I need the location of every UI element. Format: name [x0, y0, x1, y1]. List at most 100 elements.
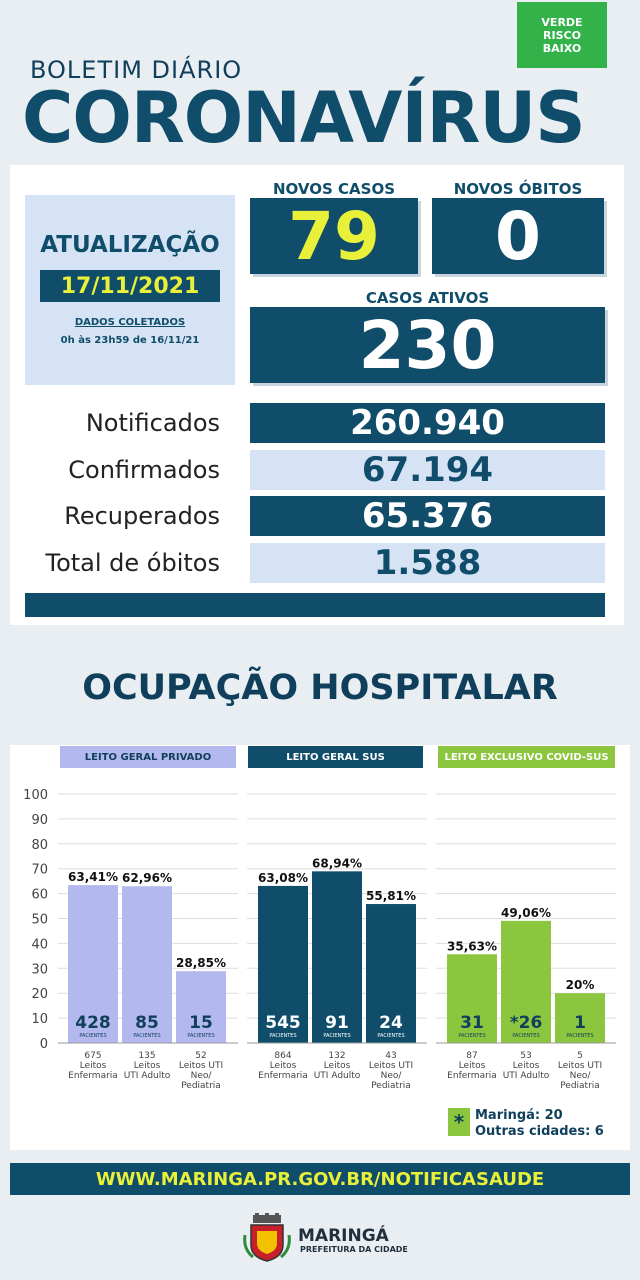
bar-patient-label: PACIENTES	[79, 1033, 106, 1039]
category-label: Pediatria	[371, 1081, 411, 1091]
y-tick-label: 30	[31, 962, 48, 977]
asterisk-icon: *	[448, 1108, 470, 1136]
y-tick-label: 10	[31, 1012, 48, 1027]
category-label: Leitos	[270, 1061, 297, 1071]
y-tick-label: 50	[31, 913, 48, 928]
category-label: Leitos	[459, 1061, 486, 1071]
legend-maringa: Maringá: 20	[475, 1108, 563, 1123]
bar-patient-count: *26	[510, 1013, 543, 1033]
bar-value-label: 49,06%	[501, 906, 551, 920]
category-label: Enfermaria	[68, 1071, 118, 1081]
bar-patient-label: PACIENTES	[512, 1033, 539, 1039]
category-label: Leitos	[134, 1061, 161, 1071]
city-coat-of-arms-logo	[243, 1213, 291, 1262]
y-tick-label: 60	[31, 888, 48, 903]
category-label: Neo/	[381, 1071, 403, 1081]
y-tick-label: 90	[31, 813, 48, 828]
category-label: UTI Adulto	[314, 1071, 361, 1081]
new-cases-value: 79	[250, 198, 418, 275]
bar-patient-count: 15	[189, 1013, 213, 1033]
category-label: 52	[195, 1051, 206, 1061]
bar-patient-label: PACIENTES	[566, 1033, 593, 1039]
panel-footer-bar	[25, 593, 605, 617]
category-label: 5	[577, 1051, 583, 1061]
new-deaths-label: NOVOS ÓBITOS	[453, 180, 583, 198]
category-label: 43	[385, 1051, 396, 1061]
bar	[366, 904, 416, 1043]
category-label: Leitos	[513, 1061, 540, 1071]
bar-value-label: 28,85%	[176, 956, 226, 970]
category-label: UTI Adulto	[124, 1071, 171, 1081]
total-deaths-label: Total de óbitos	[45, 549, 221, 577]
category-label: Leitos UTI	[369, 1061, 413, 1071]
category-label: 135	[138, 1051, 155, 1061]
category-label: Enfermaria	[447, 1071, 497, 1081]
bar-patient-label: PACIENTES	[323, 1033, 350, 1039]
category-label: Enfermaria	[258, 1071, 308, 1081]
confirmed-label: Confirmados	[68, 456, 220, 484]
category-label: Pediatria	[181, 1081, 221, 1091]
bar-patient-count: 85	[135, 1013, 159, 1033]
chart-header-private: LEITO GERAL PRIVADO	[60, 746, 236, 768]
notified-label: Notificados	[85, 409, 220, 437]
bar-value-label: 63,41%	[68, 870, 118, 884]
notified-value: 260.940	[250, 403, 605, 443]
new-cases-label: NOVOS CASOS	[273, 180, 395, 198]
category-label: 53	[520, 1051, 531, 1061]
website-link[interactable]: WWW.MARINGA.PR.GOV.BR/NOTIFICASAUDE	[10, 1163, 630, 1195]
category-label: 87	[466, 1051, 477, 1061]
bar-value-label: 68,94%	[312, 856, 362, 870]
legend-other-cities: Outras cidades: 6	[475, 1124, 604, 1139]
bar-patient-count: 24	[379, 1013, 403, 1033]
risk-line-2: RISCO	[543, 28, 581, 42]
y-tick-label: 20	[31, 987, 48, 1002]
bar	[122, 886, 172, 1043]
bar-value-label: 55,81%	[366, 889, 416, 903]
confirmed-value: 67.194	[250, 450, 605, 490]
update-label: ATUALIZAÇÃO	[40, 232, 220, 258]
category-label: 132	[328, 1051, 345, 1061]
legend-text: Maringá: 20 Outras cidades: 6	[475, 1108, 604, 1140]
bar	[176, 971, 226, 1043]
category-label: Leitos UTI	[558, 1061, 602, 1071]
category-label: UTI Adulto	[503, 1071, 550, 1081]
bulletin-subtitle: BOLETIM DIÁRIO	[30, 56, 243, 84]
bar	[68, 885, 118, 1043]
bar-patient-label: PACIENTES	[269, 1033, 296, 1039]
category-label: 864	[274, 1051, 291, 1061]
y-tick-label: 100	[23, 788, 48, 803]
category-label: Pediatria	[560, 1081, 600, 1091]
risk-line-3: BAIXO	[542, 41, 582, 55]
bar	[312, 871, 362, 1043]
category-label: Neo/	[191, 1071, 213, 1081]
hospital-section-title: OCUPAÇÃO HOSPITALAR	[82, 668, 558, 708]
city-name: MARINGÁ	[298, 1226, 389, 1246]
bar-value-label: 35,63%	[447, 939, 497, 953]
y-tick-label: 40	[31, 937, 48, 952]
collected-range: 0h às 23h59 de 16/11/21	[60, 335, 200, 346]
chart-header-covid-sus: LEITO EXCLUSIVO COVID-SUS	[438, 746, 615, 768]
prefeitura-label: PREFEITURA DA CIDADE	[300, 1245, 408, 1254]
risk-line-1: VERDE	[541, 15, 583, 29]
bar-patient-label: PACIENTES	[458, 1033, 485, 1039]
bar	[555, 993, 605, 1043]
new-deaths-value: 0	[432, 198, 604, 275]
total-deaths-value: 1.588	[250, 543, 605, 583]
y-tick-label: 0	[40, 1037, 48, 1052]
category-label: 675	[84, 1051, 101, 1061]
bar-value-label: 20%	[566, 978, 595, 992]
page-title: CORONAVÍRUS	[22, 77, 586, 159]
category-label: Leitos	[324, 1061, 351, 1071]
collected-label: DADOS COLETADOS	[74, 317, 186, 328]
bar	[501, 920, 551, 1043]
chart-header-sus: LEITO GERAL SUS	[248, 746, 423, 768]
recovered-value: 65.376	[250, 496, 605, 536]
risk-level-badge: VERDE RISCO BAIXO	[517, 2, 607, 68]
bar	[258, 885, 308, 1043]
bar-patient-count: 91	[325, 1013, 349, 1033]
bar-patient-label: PACIENTES	[187, 1033, 214, 1039]
category-label: Neo/	[570, 1071, 592, 1081]
update-date: 17/11/2021	[40, 270, 220, 302]
category-label: Leitos	[80, 1061, 107, 1071]
